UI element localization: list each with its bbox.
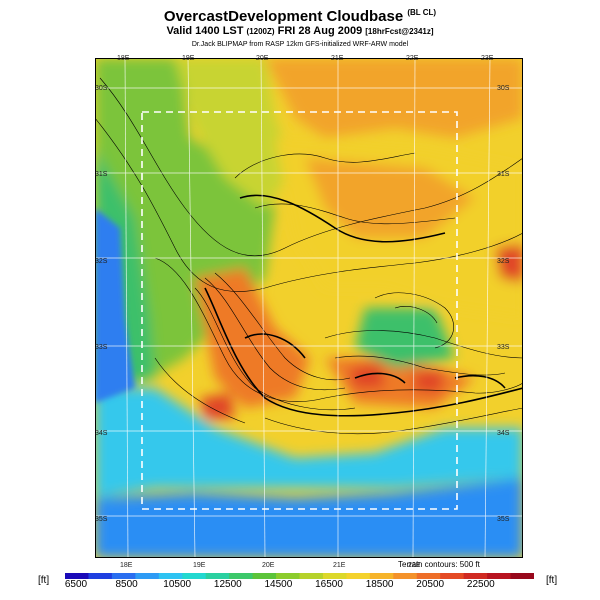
colorbar-swatch: [393, 573, 418, 579]
lat-tick-right: 33S: [497, 344, 510, 351]
colorbar-label: 8500: [115, 579, 138, 590]
lon-tick-top: 21E: [331, 55, 344, 62]
terrain-contours: [95, 77, 523, 435]
colorbar-swatch: [158, 573, 183, 579]
colorbar-label: 6500: [64, 579, 88, 590]
colorbar-swatch: [510, 573, 534, 579]
colorbar-label: 14500: [264, 579, 293, 590]
lon-tick-bottom: 19E: [193, 562, 206, 569]
lon-tick-top: 20E: [256, 55, 269, 62]
lat-tick-right: 31S: [497, 171, 510, 178]
lon-tick-bottom: 18E: [120, 562, 133, 569]
title-note: (BL CL): [407, 8, 437, 17]
colorbar-label: 22500: [466, 579, 495, 590]
lat-tick-left: 35S: [95, 516, 108, 523]
colorbar-swatch: [229, 573, 254, 579]
colorbar-label: 20500: [416, 579, 445, 590]
inner-domain-box: [141, 111, 458, 510]
lat-tick-left: 34S: [95, 430, 108, 437]
lat-tick-left: 32S: [95, 258, 108, 265]
colorbar-swatch: [299, 573, 324, 579]
map-title: OvercastDevelopment Cloudbase (BL CL): [163, 8, 437, 25]
colorbar-label: 16500: [315, 579, 343, 590]
colorbar-swatch: [88, 573, 113, 579]
lon-tick-bottom: 20E: [262, 562, 275, 569]
colorbar-unit-left: [ft]: [38, 575, 50, 586]
lat-tick-left: 33S: [95, 344, 108, 351]
lon-tick-top: 22E: [406, 55, 419, 62]
lat-tick-right: 35S: [497, 516, 510, 523]
lat-tick-right: 32S: [497, 258, 510, 265]
terrain-contour-note: Terrain contours: 500 ft: [398, 560, 480, 569]
colorbar-swatch: [369, 573, 394, 579]
colorbar-label: 18500: [365, 579, 394, 590]
colorbar-swatch: [205, 573, 230, 579]
lon-tick-bottom: 22E: [408, 562, 421, 569]
cloudbase-contours: [204, 194, 523, 417]
colorbar: [65, 573, 534, 579]
lat-tick-right: 34S: [497, 430, 510, 437]
lon-tick-top: 19E: [182, 55, 195, 62]
colorbar-swatch: [440, 573, 465, 579]
colorbar-swatch: [182, 573, 207, 579]
colorbar-label: 12500: [213, 579, 242, 590]
colorbar-swatch: [322, 573, 347, 579]
lat-tick-right: 30S: [497, 85, 510, 92]
colorbar-swatch: [135, 573, 160, 579]
lat-lon-grid: [95, 58, 523, 558]
west-coast-ocean: [95, 208, 135, 403]
lon-tick-bottom: 21E: [333, 562, 346, 569]
colorbar-swatch: [416, 573, 441, 579]
colorbar-unit-right: [ft]: [546, 575, 558, 586]
colorbar-swatch: [252, 573, 277, 579]
lon-tick-top: 18E: [117, 55, 130, 62]
colorbar-swatch: [65, 573, 89, 579]
colorbar-swatch: [346, 573, 371, 579]
cloudbase-map: [95, 58, 523, 558]
lat-tick-left: 30S: [95, 85, 108, 92]
model-credit: Dr.Jack BLIPMAP from RASP 12km GFS-initi…: [191, 41, 409, 48]
colorbar-swatch: [487, 573, 512, 579]
colorbar-swatch: [463, 573, 488, 579]
valid-time-line: Valid 1400 LST (1200Z) FRI 28 Aug 2009 […: [166, 25, 434, 37]
colorbar-label: 10500: [163, 579, 192, 590]
lat-tick-left: 31S: [95, 171, 108, 178]
colorbar-swatch: [111, 573, 136, 579]
colorbar-swatch: [276, 573, 300, 579]
lon-tick-top: 23E: [481, 55, 494, 62]
map-frame: [95, 58, 523, 558]
